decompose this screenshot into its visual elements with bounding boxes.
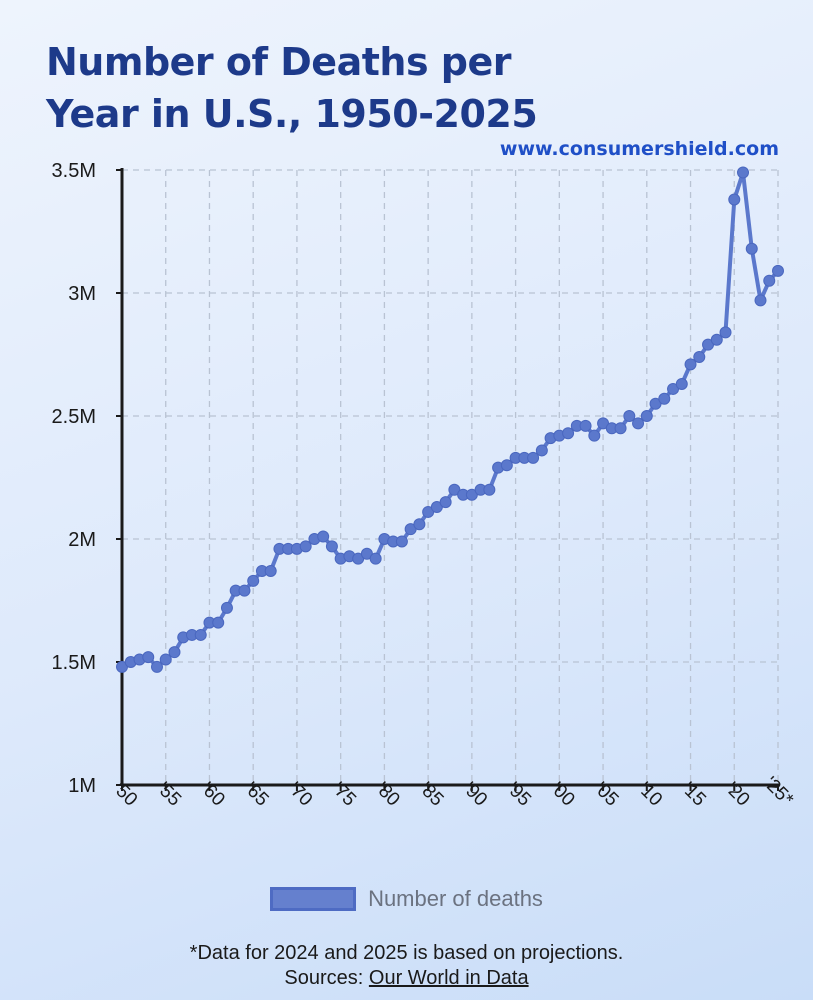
data-point xyxy=(728,193,741,206)
series-deaths xyxy=(116,166,784,673)
data-point xyxy=(220,601,233,614)
data-point xyxy=(579,419,592,432)
sources-line: Sources: Our World in Data xyxy=(0,963,813,993)
y-tick-label: 2.5M xyxy=(52,406,96,428)
data-point xyxy=(588,429,601,442)
legend-swatch xyxy=(270,887,357,911)
y-tick-label: 3M xyxy=(68,283,96,305)
data-point xyxy=(623,410,636,422)
x-tick-label: '15 xyxy=(677,778,709,810)
line-chart: 1M 1.5M 2M 2.5M 3M 3.5M '50 '55 '60 '65 '70 '75 '80 '… xyxy=(52,160,798,811)
data-point xyxy=(632,417,645,430)
x-tick-label: '10 xyxy=(634,778,666,810)
data-point xyxy=(325,540,338,553)
data-point xyxy=(658,392,671,405)
projection-footnote: *Data for 2024 and 2025 is based on proj… xyxy=(189,942,624,964)
data-point xyxy=(693,350,706,363)
data-point xyxy=(483,483,496,496)
x-tick-label: '80 xyxy=(371,778,403,810)
data-point xyxy=(413,518,426,531)
x-tick-label: '90 xyxy=(459,778,491,810)
data-point xyxy=(719,326,732,339)
sources-link[interactable]: Our World in Data xyxy=(368,967,529,989)
data-point xyxy=(168,646,181,659)
data-point xyxy=(212,616,225,629)
data-point xyxy=(395,535,408,548)
data-point xyxy=(763,274,776,287)
data-point xyxy=(150,660,163,673)
x-tick-label: '50 xyxy=(109,778,141,810)
x-tick-label: '05 xyxy=(590,778,622,810)
data-point xyxy=(142,651,155,664)
data-point xyxy=(737,166,750,179)
data-point xyxy=(745,242,758,255)
tick-labels: 1M 1.5M 2M 2.5M 3M 3.5M '50 '55 '60 '65 '70 '75 '80 '… xyxy=(52,160,798,811)
data-point xyxy=(675,378,688,391)
grid-lines xyxy=(122,169,779,785)
data-point xyxy=(159,653,172,666)
data-point xyxy=(614,422,627,435)
x-tick-label: '60 xyxy=(196,778,228,810)
sources-prefix: Sources: xyxy=(284,967,369,989)
series-line xyxy=(120,170,780,669)
x-tick-label: '70 xyxy=(284,778,316,810)
legend: Number of deaths xyxy=(0,886,813,912)
x-tick-label: '85 xyxy=(415,778,447,810)
y-tick-label: 3.5M xyxy=(52,160,96,182)
data-point xyxy=(369,552,382,565)
x-tick-label: '65 xyxy=(240,778,272,810)
chart-title: Number of Deaths per Year in U.S., 1950-… xyxy=(46,40,538,136)
data-point xyxy=(684,358,697,371)
y-tick-label: 1M xyxy=(68,775,96,797)
x-tick-label: '75 xyxy=(328,778,360,810)
x-tick-label: '25* xyxy=(760,773,798,811)
y-tick-label: 2M xyxy=(68,529,96,551)
y-tick-label: 1.5M xyxy=(52,652,96,674)
data-point xyxy=(247,574,260,587)
x-tick-label: '20 xyxy=(721,778,753,810)
data-point xyxy=(710,333,723,346)
data-point xyxy=(772,264,784,277)
data-point xyxy=(500,459,513,472)
data-point xyxy=(640,410,653,422)
data-point xyxy=(238,584,251,597)
data-point xyxy=(439,496,452,509)
data-point xyxy=(527,451,540,464)
data-point xyxy=(317,530,330,543)
x-tick-label: '00 xyxy=(546,778,578,810)
data-point xyxy=(562,427,575,440)
data-point xyxy=(535,444,548,457)
x-tick-label: '95 xyxy=(503,778,535,810)
source-url[interactable]: www.consumershield.com xyxy=(499,138,779,160)
data-point xyxy=(299,540,312,553)
x-tick-label: '55 xyxy=(153,778,185,810)
data-point xyxy=(194,628,207,641)
legend-label: Number of deaths xyxy=(368,886,543,911)
data-point xyxy=(754,294,767,307)
data-point xyxy=(264,564,277,577)
axes xyxy=(116,168,780,791)
